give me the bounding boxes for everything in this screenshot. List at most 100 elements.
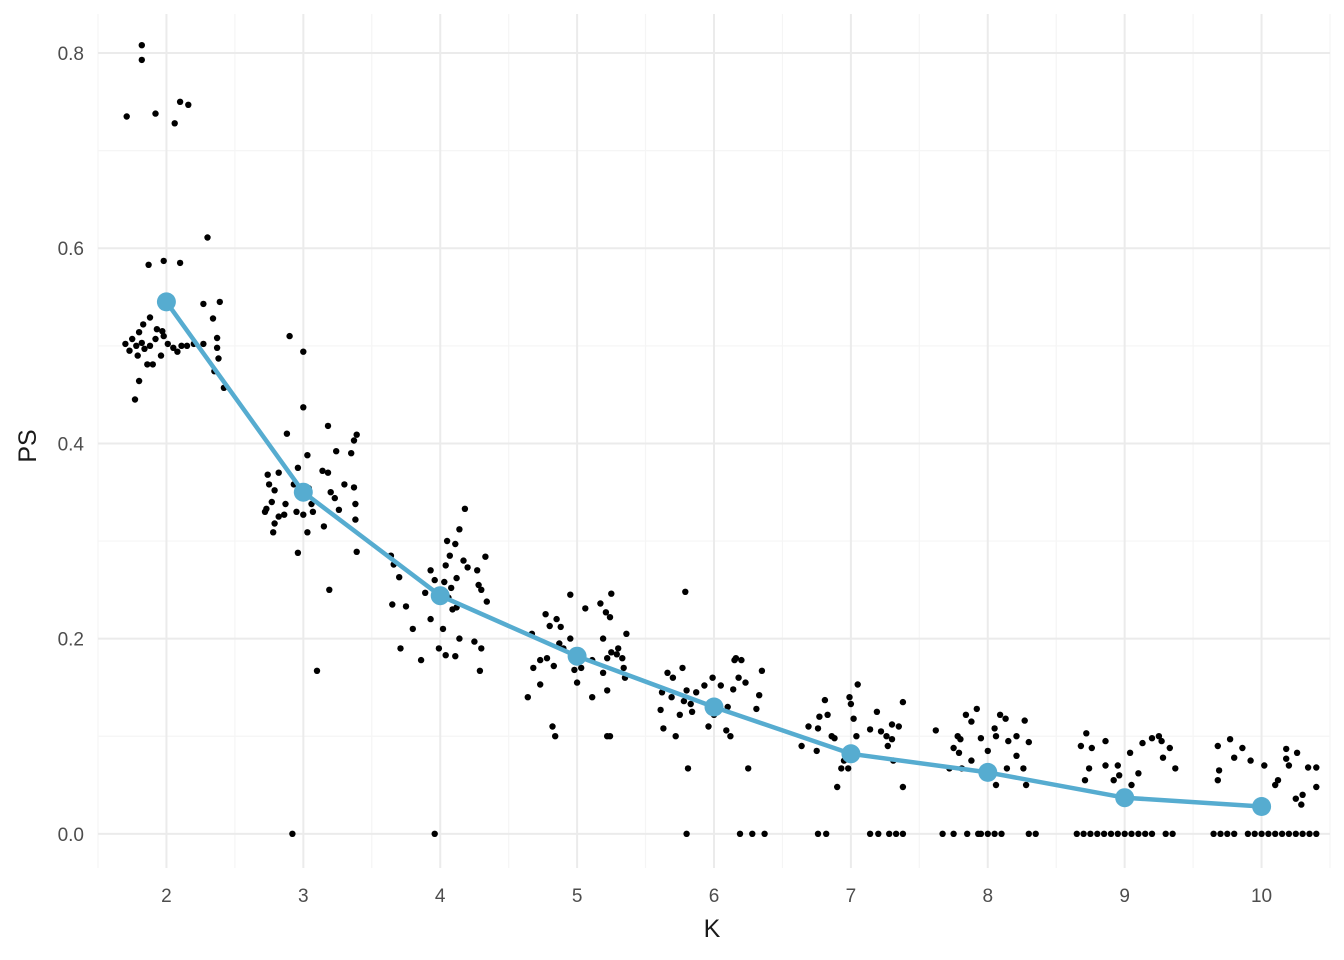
data-point <box>557 623 564 631</box>
data-point <box>1231 754 1238 761</box>
data-point <box>122 340 129 348</box>
data-point <box>899 830 907 837</box>
data-point <box>348 450 355 457</box>
data-point <box>1158 737 1165 745</box>
data-point <box>1128 781 1135 789</box>
data-point <box>350 437 358 444</box>
data-point <box>723 727 730 734</box>
data-point <box>268 498 275 506</box>
data-point <box>1083 730 1090 737</box>
data-point <box>1306 830 1313 837</box>
data-point <box>884 742 891 750</box>
data-point <box>738 656 745 664</box>
data-point <box>606 733 614 740</box>
data-point <box>402 603 410 610</box>
data-point <box>353 431 360 438</box>
data-point <box>724 703 731 711</box>
data-point <box>899 783 907 791</box>
data-point <box>1077 742 1085 750</box>
data-point <box>396 574 403 581</box>
data-point <box>573 679 581 686</box>
data-point <box>1215 767 1223 774</box>
data-point <box>1298 801 1305 808</box>
data-point <box>1121 830 1128 837</box>
data-point <box>1073 830 1081 837</box>
data-point <box>1272 830 1279 837</box>
data-point <box>1088 744 1096 752</box>
data-point <box>899 698 907 706</box>
data-point <box>461 505 469 512</box>
data-point <box>482 553 489 560</box>
data-point <box>846 694 853 701</box>
data-point <box>1313 830 1320 837</box>
data-point <box>816 713 823 720</box>
mean-marker <box>978 762 998 782</box>
data-point <box>460 557 467 564</box>
data-point <box>660 725 667 732</box>
data-point <box>950 744 957 752</box>
data-point <box>549 723 556 730</box>
data-point <box>1139 739 1146 747</box>
data-point <box>135 329 143 336</box>
data-point <box>1135 770 1142 777</box>
data-point <box>657 706 664 714</box>
data-point <box>431 830 438 837</box>
data-point <box>1128 830 1135 837</box>
data-point <box>271 520 278 527</box>
data-point <box>975 830 982 837</box>
data-point <box>1224 830 1231 837</box>
data-point <box>476 667 484 674</box>
data-point <box>758 667 766 674</box>
data-point <box>304 529 311 536</box>
data-point <box>452 653 459 660</box>
data-point <box>602 609 610 616</box>
data-point <box>441 578 448 586</box>
data-point <box>599 669 607 676</box>
data-point <box>599 635 607 642</box>
mean-marker <box>567 646 587 666</box>
data-point <box>888 721 896 728</box>
y-axis-title: PS <box>14 429 42 462</box>
data-point <box>326 586 333 593</box>
x-tick-label: 7 <box>846 886 857 907</box>
data-point <box>313 667 321 674</box>
data-point <box>823 830 830 837</box>
y-tick-label: 0.8 <box>58 44 84 65</box>
data-point <box>1274 777 1282 784</box>
data-point <box>200 300 207 308</box>
data-point <box>542 611 549 618</box>
data-point <box>264 471 271 478</box>
data-point <box>129 335 136 343</box>
data-point <box>213 344 221 351</box>
data-point <box>200 340 207 348</box>
data-point <box>270 529 277 536</box>
data-point <box>1226 736 1234 743</box>
data-point <box>680 697 688 705</box>
data-point <box>1210 830 1217 837</box>
data-point <box>294 464 302 471</box>
x-tick-label: 3 <box>298 886 309 907</box>
data-point <box>1100 830 1108 837</box>
data-point <box>950 830 957 837</box>
data-point <box>1313 764 1320 771</box>
data-point <box>133 342 140 349</box>
data-point <box>684 765 692 772</box>
data-point <box>216 298 223 306</box>
data-point <box>327 489 334 496</box>
x-tick-label: 6 <box>709 886 720 907</box>
data-point <box>727 733 734 740</box>
data-point <box>745 765 752 772</box>
y-tick-label: 0.4 <box>58 434 85 455</box>
x-tick-label: 8 <box>982 886 993 907</box>
mean-marker <box>430 586 450 606</box>
data-point <box>1239 744 1246 752</box>
major-gridlines <box>98 14 1330 868</box>
y-tick-label: 0.6 <box>58 239 84 260</box>
data-point <box>456 526 463 533</box>
data-point <box>683 687 690 694</box>
data-point <box>319 467 326 474</box>
data-point <box>1283 745 1290 753</box>
data-point <box>300 511 307 518</box>
data-point <box>464 564 471 571</box>
data-point <box>283 430 291 437</box>
